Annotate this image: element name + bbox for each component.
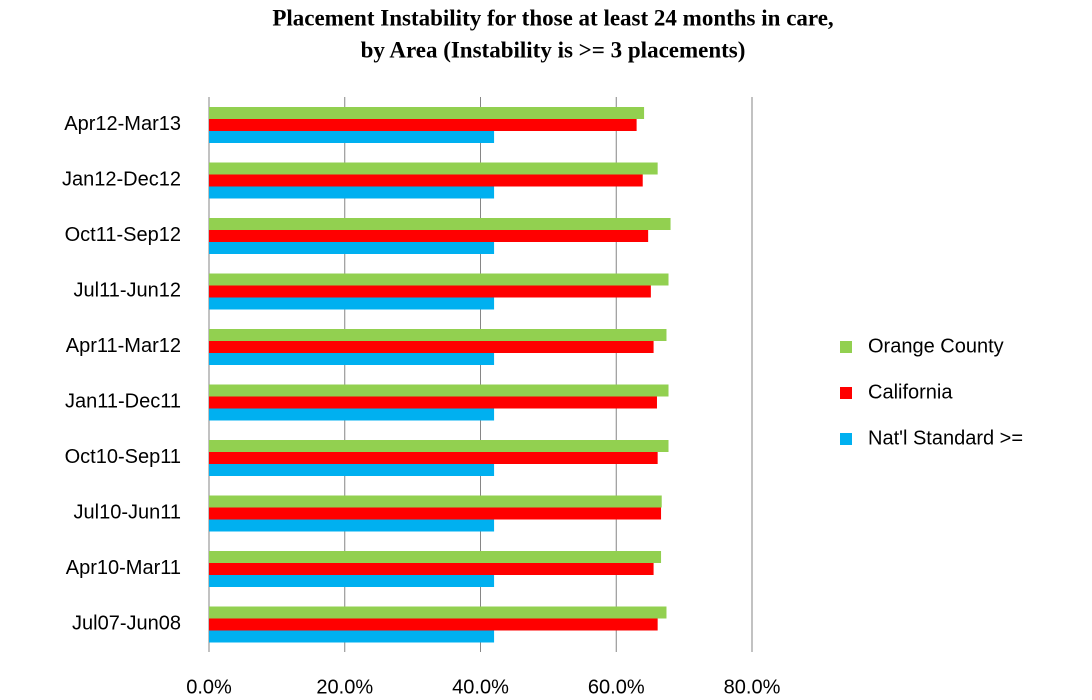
y-tick-label: Oct11-Sep12 [65, 224, 181, 246]
bar [209, 507, 662, 520]
bar [209, 563, 654, 575]
bar [209, 519, 495, 532]
legend-label: Nat'l Standard >= [868, 427, 1023, 449]
bar [209, 131, 495, 143]
bar [209, 452, 658, 464]
legend-swatch [840, 433, 852, 445]
bar [209, 242, 495, 254]
bar [209, 551, 662, 563]
bar [209, 162, 658, 175]
y-tick-label: Jul07-Jun08 [72, 613, 181, 635]
x-tick-label: 20.0% [316, 676, 373, 698]
y-tick-label: Apr12-Mar13 [64, 113, 181, 135]
bar [209, 174, 643, 187]
bar [209, 353, 495, 365]
bar [209, 630, 495, 643]
y-tick-label: Jan12-Dec12 [62, 169, 181, 191]
bar [209, 575, 495, 587]
bar [209, 107, 645, 119]
y-tick-label: Jul10-Jun11 [74, 502, 181, 524]
bar [209, 408, 495, 421]
chart-title: by Area (Instability is >= 3 placements) [361, 37, 746, 62]
y-tick-label: Apr10-Mar11 [66, 557, 181, 579]
bar [209, 230, 649, 242]
bar [209, 606, 667, 619]
x-tick-label: 80.0% [724, 676, 781, 698]
bar [209, 119, 637, 131]
bar [209, 618, 658, 631]
legend-label: Orange County [868, 335, 1004, 357]
bar [209, 396, 657, 409]
x-tick-label: 60.0% [588, 676, 645, 698]
x-tick-label: 40.0% [452, 676, 509, 698]
bar [209, 273, 669, 286]
legend-label: California [868, 381, 953, 403]
bar [209, 218, 671, 230]
chart-title: Placement Instability for those at least… [272, 5, 833, 30]
bar [209, 186, 495, 199]
bar [209, 329, 667, 341]
bar [209, 285, 651, 298]
y-tick-label: Oct10-Sep11 [65, 446, 181, 468]
bar [209, 464, 495, 476]
y-tick-label: Apr11-Mar12 [66, 335, 181, 357]
bar [209, 297, 495, 310]
y-tick-label: Jul11-Jun12 [74, 280, 181, 302]
bar [209, 440, 669, 452]
legend-swatch [840, 387, 852, 399]
bar [209, 384, 669, 397]
legend-swatch [840, 341, 852, 353]
bar [209, 341, 654, 353]
y-tick-label: Jan11-Dec11 [65, 391, 181, 413]
x-tick-label: 0.0% [186, 676, 232, 698]
bar [209, 495, 662, 508]
